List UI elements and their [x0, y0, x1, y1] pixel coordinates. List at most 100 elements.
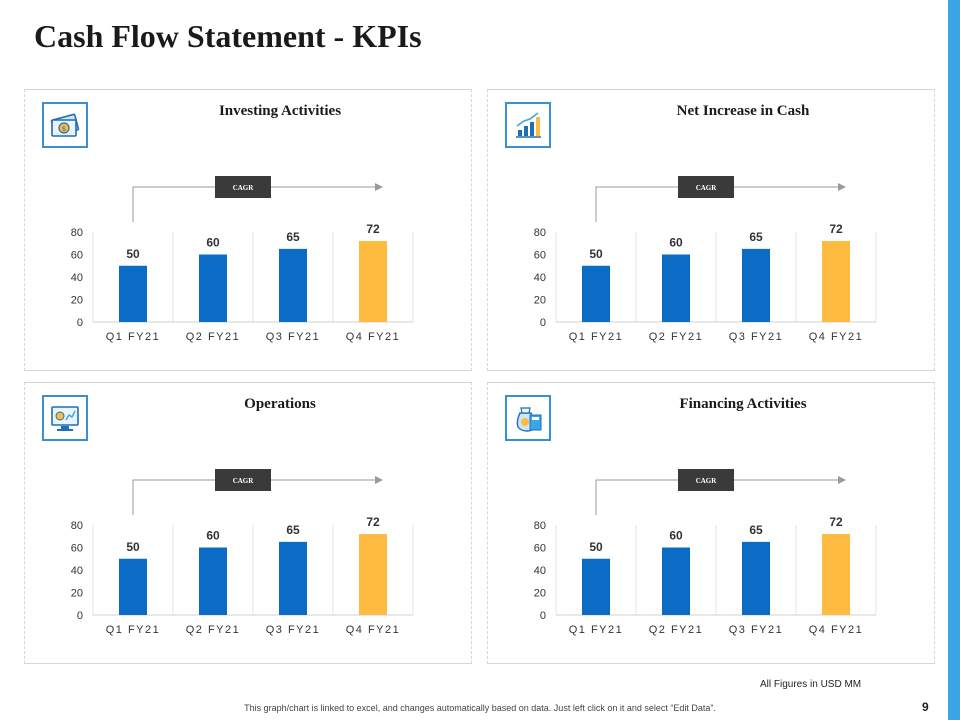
cagr-badge-label: CAGR [233, 477, 255, 485]
y-tick-label: 40 [534, 272, 546, 284]
x-tick-label: Q4 FY21 [809, 624, 864, 636]
disclaimer-text: This graph/chart is linked to excel, and… [244, 703, 716, 713]
data-label: 60 [669, 236, 683, 250]
y-tick-label: 20 [534, 588, 546, 600]
bar [582, 265, 610, 322]
x-tick-label: Q3 FY21 [266, 624, 321, 636]
cagr-arrow [132, 476, 383, 515]
cagr-badge: CAGR [215, 176, 271, 198]
y-tick-label: 80 [534, 227, 546, 239]
data-label: 72 [829, 515, 843, 529]
growth-chart-icon [505, 102, 551, 148]
data-label: 65 [749, 523, 763, 537]
panel-title: Net Increase in Cash [676, 103, 810, 119]
y-tick-label: 0 [540, 317, 546, 329]
bar-chart: CAGR 0 20 40 60 80 50 Q1 FY21 60 Q2 FY21 65 Q3 FY21… [71, 469, 414, 636]
data-label: 65 [286, 230, 300, 244]
x-tick-label: Q1 FY21 [106, 624, 161, 636]
x-tick-label: Q4 FY21 [346, 331, 401, 343]
cagr-badge-label: CAGR [233, 184, 255, 192]
y-tick-label: 0 [77, 610, 83, 622]
units-footnote: All Figures in USD MM [760, 679, 862, 690]
svg-text:$: $ [62, 125, 66, 133]
cagr-badge: CAGR [678, 469, 734, 491]
cagr-badge-label: CAGR [696, 184, 718, 192]
x-tick-label: Q2 FY21 [649, 331, 704, 343]
y-tick-label: 80 [71, 227, 83, 239]
bar [119, 265, 147, 322]
bar [199, 547, 227, 615]
cagr-arrow [595, 183, 846, 222]
y-tick-label: 20 [71, 295, 83, 307]
bar [822, 241, 850, 322]
bar [119, 558, 147, 615]
y-tick-label: 0 [540, 610, 546, 622]
data-label: 65 [286, 523, 300, 537]
x-tick-label: Q3 FY21 [729, 624, 784, 636]
bar-chart: CAGR 0 20 40 60 80 50 Q1 FY21 60 Q2 FY21 65 Q3 FY21… [534, 176, 877, 343]
data-label: 60 [206, 529, 220, 543]
x-tick-label: Q1 FY21 [106, 331, 161, 343]
x-tick-label: Q4 FY21 [809, 331, 864, 343]
accent-stripe [948, 0, 960, 720]
cagr-arrow [132, 183, 383, 222]
bar [662, 547, 690, 615]
kpi-panel-net-increase: Net Increase in Cash CAGR 0 20 40 60 80 50 Q1 F… [487, 89, 935, 371]
money-bag-calculator-icon [505, 395, 551, 441]
cagr-badge-label: CAGR [696, 477, 718, 485]
y-tick-label: 60 [534, 250, 546, 262]
y-tick-label: 80 [71, 520, 83, 532]
x-tick-label: Q1 FY21 [569, 624, 624, 636]
data-label: 72 [366, 222, 380, 236]
data-label: 50 [589, 540, 603, 554]
data-label: 60 [669, 529, 683, 543]
data-label: 72 [366, 515, 380, 529]
data-label: 72 [829, 222, 843, 236]
bar [359, 241, 387, 322]
x-tick-label: Q2 FY21 [649, 624, 704, 636]
panel-title: Investing Activities [218, 103, 342, 119]
panel-title: Operations [244, 396, 316, 412]
y-tick-label: 60 [71, 250, 83, 262]
bar [742, 248, 770, 322]
y-tick-label: 40 [71, 272, 83, 284]
x-tick-label: Q2 FY21 [186, 624, 241, 636]
bar [279, 541, 307, 615]
bar [662, 254, 690, 322]
page-title: Cash Flow Statement - KPIs [34, 18, 422, 54]
kpi-panel-investing: $ Investing Activities CAGR 0 20 40 60 80 50 Q1… [24, 89, 472, 371]
y-tick-label: 60 [71, 543, 83, 555]
y-tick-label: 60 [534, 543, 546, 555]
panel-title: Financing Activities [679, 396, 807, 412]
bar-chart: CAGR 0 20 40 60 80 50 Q1 FY21 60 Q2 FY21 65 Q3 FY21… [71, 176, 414, 343]
x-tick-label: Q3 FY21 [266, 331, 321, 343]
x-tick-label: Q2 FY21 [186, 331, 241, 343]
bar [742, 541, 770, 615]
kpi-panel-financing: Financing Activities CAGR 0 20 40 60 80 50 Q1 F… [487, 382, 935, 664]
data-label: 65 [749, 230, 763, 244]
bar [359, 534, 387, 615]
data-label: 50 [589, 247, 603, 261]
y-tick-label: 40 [534, 565, 546, 577]
bar [582, 558, 610, 615]
cagr-badge: CAGR [215, 469, 271, 491]
data-label: 50 [126, 247, 140, 261]
money-bill-icon: $ [42, 102, 88, 148]
data-label: 60 [206, 236, 220, 250]
data-label: 50 [126, 540, 140, 554]
bar [822, 534, 850, 615]
y-tick-label: 0 [77, 317, 83, 329]
monitor-dashboard-icon [42, 395, 88, 441]
y-tick-label: 20 [71, 588, 83, 600]
x-tick-label: Q3 FY21 [729, 331, 784, 343]
x-tick-label: Q4 FY21 [346, 624, 401, 636]
bar [199, 254, 227, 322]
cagr-arrow [595, 476, 846, 515]
x-tick-label: Q1 FY21 [569, 331, 624, 343]
y-tick-label: 40 [71, 565, 83, 577]
cagr-badge: CAGR [678, 176, 734, 198]
bar-chart: CAGR 0 20 40 60 80 50 Q1 FY21 60 Q2 FY21 65 Q3 FY21… [534, 469, 877, 636]
page-number: 9 [922, 700, 929, 714]
bar [279, 248, 307, 322]
y-tick-label: 20 [534, 295, 546, 307]
